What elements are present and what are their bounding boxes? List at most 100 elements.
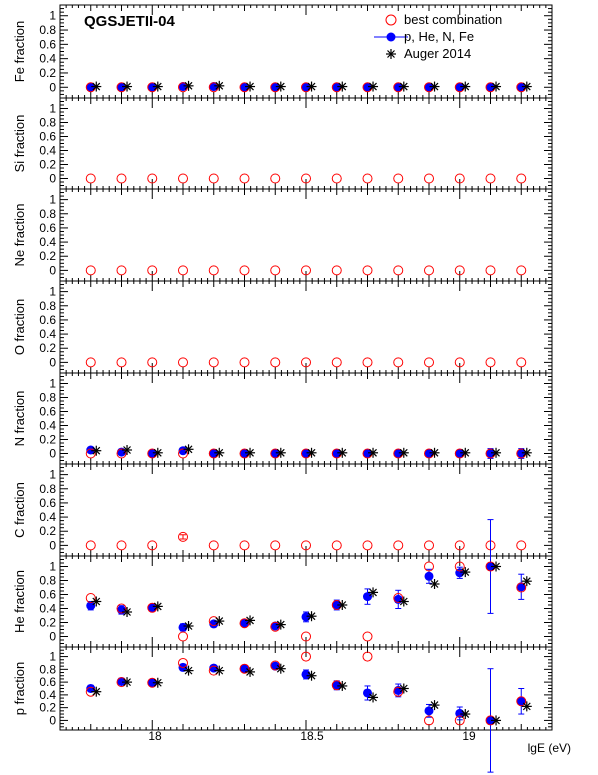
- star-stroke: [461, 82, 470, 91]
- series-p-he-n-fe: [86, 82, 526, 92]
- y-tick-label: 0: [49, 355, 56, 369]
- data-point-star: [460, 709, 471, 720]
- series-p-he-n-fe: [86, 519, 526, 632]
- data-point-open-circle: [85, 265, 96, 276]
- y-tick-label: 0: [49, 80, 56, 94]
- data-point-star: [275, 447, 286, 458]
- data-point-open-circle: [178, 448, 188, 459]
- panel-frame: [59, 463, 553, 557]
- data-point-open-circle: [362, 631, 373, 642]
- star-stroke: [246, 667, 254, 676]
- y-tick-label: 0.8: [39, 116, 56, 130]
- data-point-open-circle: [516, 265, 527, 276]
- data-point-star: [368, 692, 379, 703]
- y-axis-label: C fraction: [12, 482, 27, 538]
- y-axis-label: Si fraction: [12, 115, 27, 173]
- data-point-star: [521, 447, 532, 458]
- star-stroke: [153, 448, 162, 457]
- star-stroke: [123, 446, 131, 454]
- data-point-star: [183, 621, 194, 631]
- data-point-star: [368, 81, 379, 92]
- data-point-star: [306, 670, 317, 681]
- star-stroke: [184, 445, 193, 454]
- panel-p-fraction: 00.20.40.60.81 p fraction: [12, 646, 553, 773]
- data-point-star: [460, 567, 471, 578]
- data-point-star: [214, 616, 225, 627]
- data-point-open-circle: [393, 173, 404, 184]
- data-point-open-circle: [239, 618, 250, 629]
- y-tick-label: 0: [49, 447, 56, 461]
- data-point-open-circle: [393, 593, 404, 603]
- legend-open-circle-marker: [385, 14, 397, 26]
- y-tick-label: 0.6: [39, 37, 56, 51]
- data-point-open-circle: [454, 561, 465, 572]
- data-point-open-circle: [331, 540, 342, 551]
- data-point-open-circle: [424, 561, 434, 572]
- data-point-star: [91, 445, 102, 456]
- data-point-open-circle: [301, 357, 311, 368]
- panel-c-fraction: 00.20.40.60.81 C fraction: [12, 463, 553, 557]
- data-point-star: [122, 81, 133, 92]
- star-stroke: [369, 588, 377, 597]
- data-point-open-circle: [178, 173, 188, 184]
- y-tick-label: 0.4: [39, 52, 56, 66]
- data-point-star: [152, 447, 163, 458]
- y-axis-label: N fraction: [12, 391, 27, 447]
- data-point-star: [91, 81, 102, 92]
- star-stroke: [430, 82, 439, 91]
- data-point-open-circle: [301, 173, 311, 184]
- data-point-open-circle: [116, 603, 127, 614]
- data-point-star: [214, 447, 225, 458]
- y-tick-label: 0.4: [39, 602, 56, 616]
- legend-label-best-combination: best combination: [404, 12, 502, 27]
- data-point-star: [245, 615, 256, 626]
- y-tick-label: 1: [49, 9, 56, 23]
- data-point-star: [491, 81, 502, 92]
- panel-frame: [59, 646, 553, 731]
- data-point-open-circle: [116, 540, 127, 551]
- data-point-open-circle: [424, 357, 434, 368]
- legend-filled-circle-marker: [386, 32, 396, 42]
- data-point-open-circle: [393, 686, 404, 697]
- data-point-filled-circle: [147, 678, 157, 688]
- data-point-open-circle: [147, 265, 158, 276]
- figure-title: QGSJETII-04: [84, 13, 176, 30]
- y-tick-label: 0.4: [39, 419, 56, 433]
- data-point-star: [183, 444, 194, 455]
- panel-frame: [59, 188, 553, 282]
- y-tick-label: 1: [49, 650, 56, 664]
- data-point-filled-circle: [363, 592, 372, 602]
- data-point-open-circle: [270, 173, 281, 184]
- data-point-star: [306, 447, 317, 458]
- data-point-star: [122, 445, 133, 455]
- star-stroke: [492, 716, 500, 725]
- data-point-star: [245, 81, 256, 92]
- data-point-open-circle: [178, 265, 188, 276]
- y-tick-label: 0.4: [39, 327, 56, 341]
- y-tick-label: 1: [49, 468, 56, 482]
- panel-o-fraction: 00.20.40.60.81 O fraction: [12, 280, 553, 374]
- star-stroke: [184, 666, 193, 675]
- data-point-star: [491, 447, 502, 458]
- data-point-open-circle: [116, 357, 127, 368]
- data-point-open-circle: [362, 651, 373, 662]
- x-tick-label: 18.5: [300, 729, 324, 743]
- data-point-open-circle: [178, 657, 188, 668]
- y-tick-label: 0.6: [39, 496, 56, 510]
- data-point-open-circle: [178, 531, 188, 542]
- y-tick-label: 0.8: [39, 23, 56, 37]
- legend-star-shape: [386, 49, 396, 59]
- star-stroke: [399, 448, 408, 457]
- star-stroke: [123, 678, 131, 687]
- star-stroke: [276, 448, 285, 457]
- star-stroke: [215, 448, 224, 457]
- y-tick-label: 1: [49, 193, 56, 207]
- star-stroke: [153, 82, 162, 91]
- data-point-open-circle: [208, 357, 219, 368]
- star-stroke: [430, 701, 439, 710]
- legend-entry-auger-2014: Auger 2014: [386, 46, 471, 61]
- data-point-star: [91, 596, 102, 607]
- star-stroke: [276, 620, 285, 629]
